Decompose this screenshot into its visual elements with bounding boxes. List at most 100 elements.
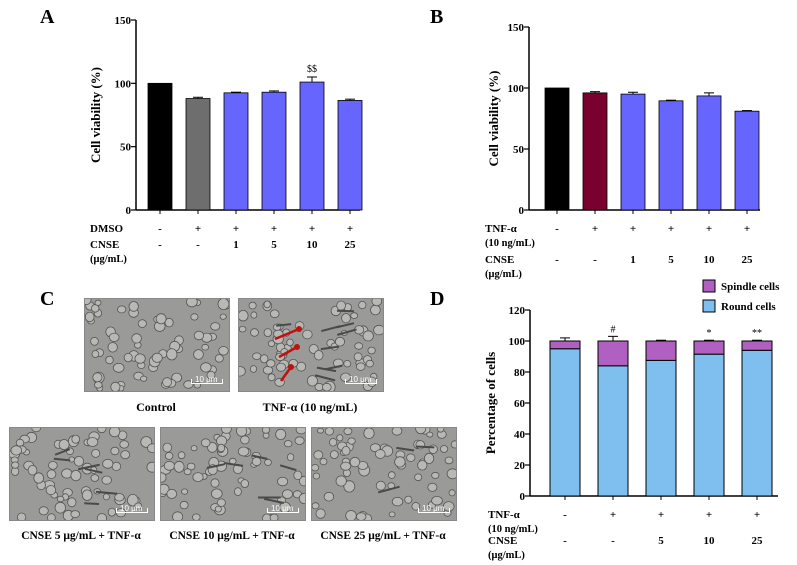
caption-tnf: TNF-α (10 ng/mL) — [262, 400, 358, 414]
treatment-sublabel: (μg/mL) — [90, 254, 127, 265]
treatment-value: - — [563, 509, 567, 521]
legend-swatch — [702, 299, 716, 313]
caption-cnse25: CNSE 25 μg/mL + TNF-α — [320, 530, 446, 542]
treatment-value: 1 — [630, 254, 636, 266]
treatment-label: CNSE — [488, 535, 517, 547]
treatment-value: 10 — [704, 535, 716, 547]
treatment-value: + — [347, 223, 353, 235]
panel-label-d: D — [430, 288, 445, 310]
treatment-value: - — [593, 254, 597, 266]
bar — [658, 100, 684, 211]
bar-round-cells — [549, 348, 581, 497]
caption-control: Control — [136, 400, 176, 414]
treatment-sublabel: (10 ng/mL) — [488, 524, 538, 535]
scale-label: 10 μm — [120, 504, 143, 513]
scale-bar — [267, 508, 299, 513]
y-tick-label: 50 — [513, 144, 525, 156]
treatment-value: 25 — [752, 535, 764, 547]
treatment-value: 5 — [658, 535, 664, 547]
y-tick-label: 150 — [115, 15, 132, 27]
panel-label-a: A — [40, 6, 55, 28]
significance-mark: # — [611, 324, 616, 335]
y-axis-label: Cell viability (%) — [88, 67, 103, 163]
micrograph-cnse10: 10 μm — [160, 427, 306, 521]
bar-round-cells — [693, 353, 725, 497]
bar-spindle-cells — [741, 340, 773, 351]
y-axis-label: Percentage of cells — [483, 352, 498, 454]
y-tick-label: 0 — [520, 491, 526, 503]
scale-label: 10 μm — [271, 504, 294, 513]
treatment-value: 25 — [345, 239, 357, 251]
legend-swatch — [702, 279, 716, 293]
bar — [261, 91, 287, 211]
bar — [337, 100, 363, 211]
legend-label: Spindle cells — [721, 281, 780, 293]
scale-label: 10 μm — [349, 375, 372, 384]
treatment-value: 10 — [704, 254, 716, 266]
bar — [544, 87, 570, 211]
scale-label: 10 μm — [422, 504, 445, 513]
treatment-value: + — [630, 223, 636, 235]
treatment-value: 1 — [233, 239, 239, 251]
treatment-value: + — [706, 509, 712, 521]
scale-bar — [116, 508, 148, 513]
treatment-value: 5 — [668, 254, 674, 266]
micrograph-tnf: 10 μm — [238, 298, 384, 392]
y-tick-label: 100 — [508, 83, 525, 95]
panel-label-c: C — [40, 288, 55, 310]
treatment-value: - — [555, 254, 559, 266]
treatment-value: + — [706, 223, 712, 235]
treatment-value: + — [668, 223, 674, 235]
bar-round-cells — [645, 359, 677, 497]
bar-spindle-cells — [693, 340, 725, 355]
scale-bar — [345, 379, 377, 384]
treatment-label: TNF-α — [485, 223, 518, 235]
treatment-label: DMSO — [90, 223, 123, 235]
treatment-value: - — [158, 239, 162, 251]
y-tick-label: 0 — [519, 205, 525, 217]
bar — [147, 82, 173, 211]
micrograph-cnse25: 10 μm — [311, 427, 457, 521]
y-tick-label: 40 — [514, 429, 526, 441]
y-tick-label: 50 — [120, 142, 132, 154]
treatment-label: CNSE — [485, 254, 514, 266]
treatment-value: + — [610, 509, 616, 521]
treatment-value: + — [271, 223, 277, 235]
bar-round-cells — [741, 349, 773, 497]
caption-cnse5: CNSE 5 μg/mL + TNF-α — [21, 530, 141, 542]
y-tick-label: 100 — [509, 336, 526, 348]
treatment-value: 5 — [271, 239, 277, 251]
treatment-value: + — [744, 223, 750, 235]
treatment-value: - — [196, 239, 200, 251]
bar — [582, 92, 608, 211]
scale-bar — [418, 508, 450, 513]
significance-mark: ** — [752, 328, 762, 339]
y-tick-label: 120 — [509, 305, 526, 317]
micrograph-cnse5: 10 μm — [9, 427, 155, 521]
treatment-value: - — [158, 223, 162, 235]
micrograph-control: 10 μm — [84, 298, 230, 392]
significance-mark: * — [707, 328, 712, 339]
treatment-label: TNF-α — [488, 509, 521, 521]
treatment-label: CNSE — [90, 239, 119, 251]
panel-label-b: B — [430, 6, 444, 28]
y-tick-label: 100 — [115, 78, 132, 90]
bar-spindle-cells — [549, 340, 581, 350]
y-tick-label: 150 — [508, 22, 525, 34]
treatment-value: - — [563, 535, 567, 547]
bar-spindle-cells — [597, 340, 629, 367]
bar — [223, 92, 249, 211]
treatment-value: + — [195, 223, 201, 235]
bar — [620, 93, 646, 211]
bar — [696, 95, 722, 211]
treatment-value: + — [592, 223, 598, 235]
bar — [734, 110, 760, 211]
scale-label: 10 μm — [195, 375, 218, 384]
treatment-value: + — [233, 223, 239, 235]
y-tick-label: 20 — [514, 460, 526, 472]
treatment-sublabel: (μg/mL) — [485, 269, 522, 280]
treatment-sublabel: (10 ng/mL) — [485, 238, 535, 249]
scale-bar — [191, 379, 223, 384]
caption-cnse10: CNSE 10 μg/mL + TNF-α — [169, 530, 295, 542]
